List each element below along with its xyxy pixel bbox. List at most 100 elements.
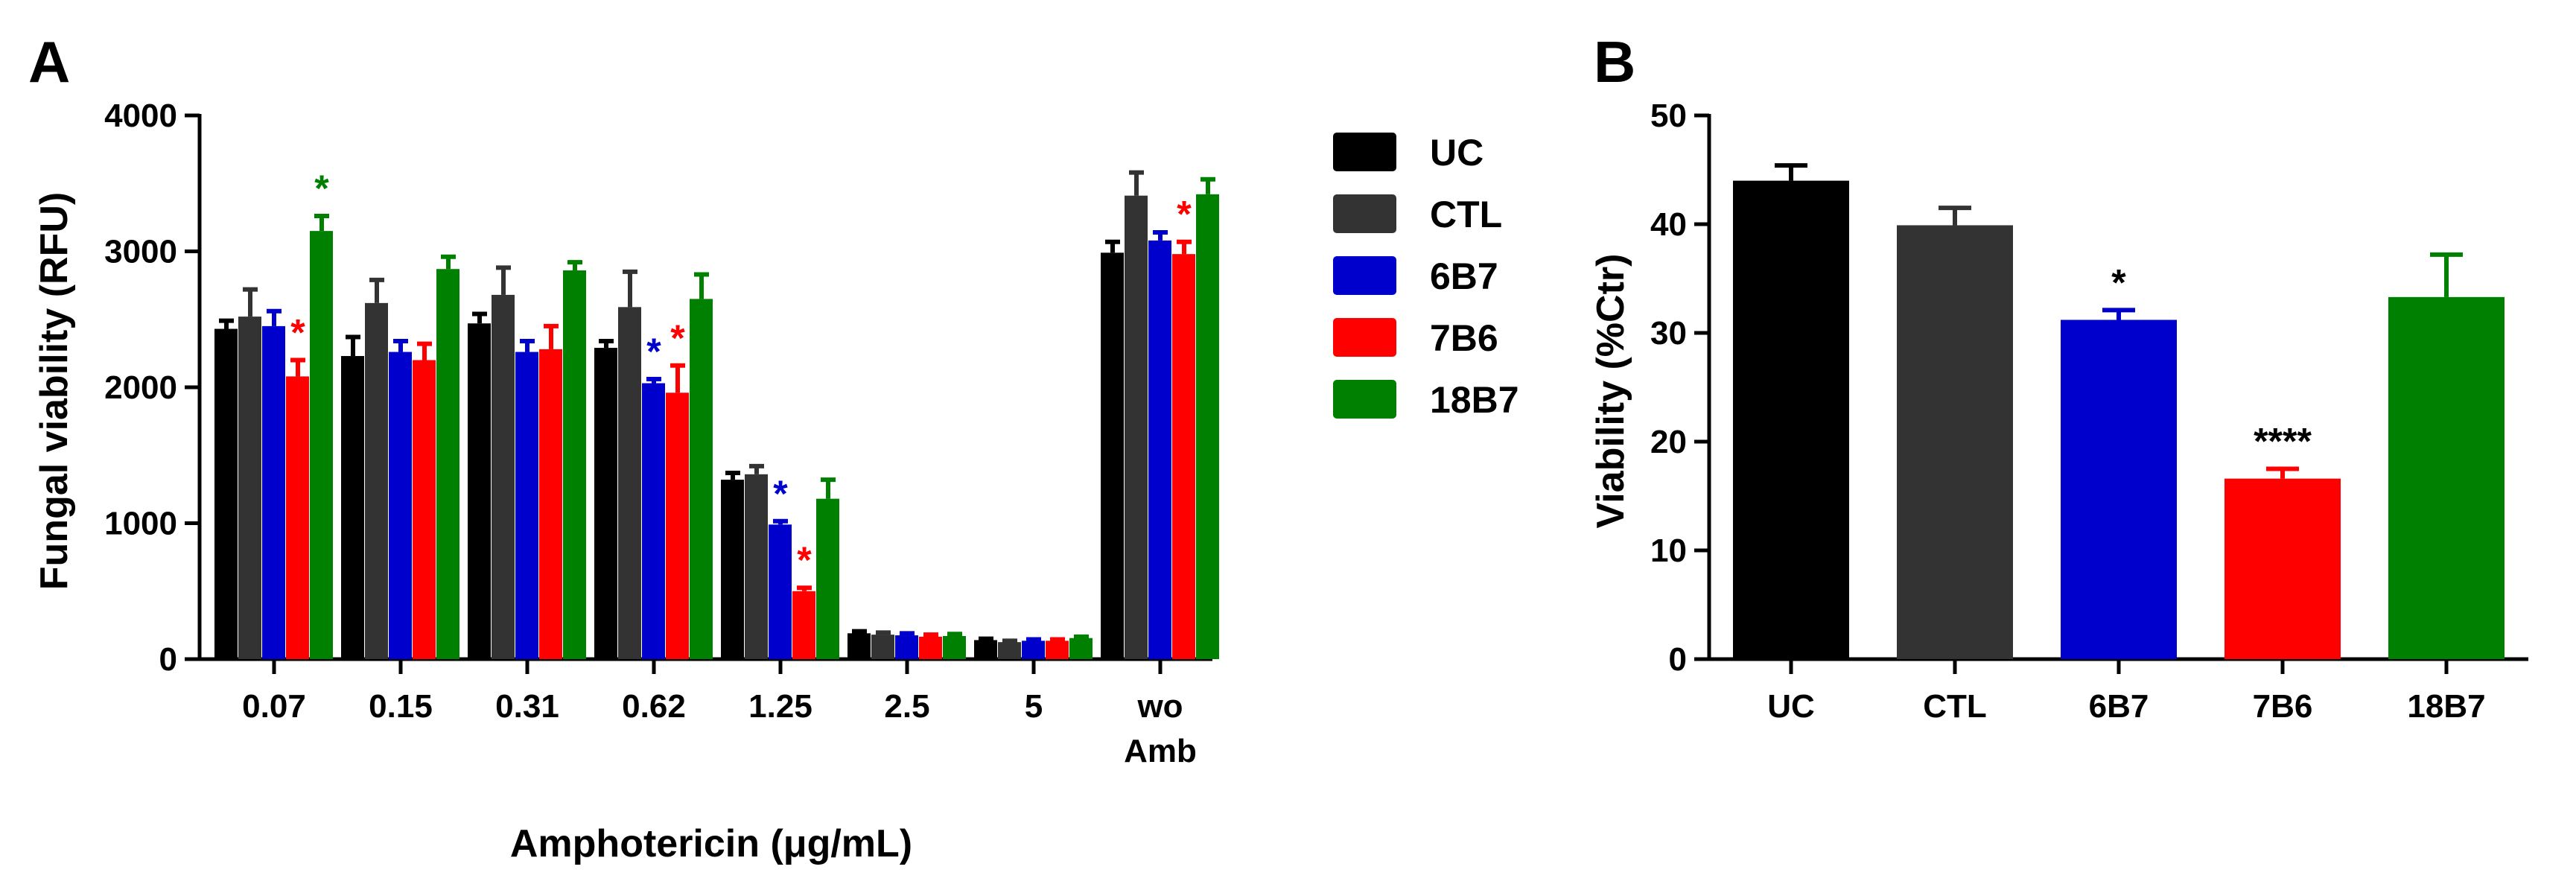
panel-a-bar-7b6-1-25 — [792, 591, 815, 659]
panel-b-bar-7b6 — [2224, 478, 2341, 659]
panel-a-x-tick-label: Amb — [1124, 733, 1197, 769]
panel-a-bar-18b7-5 — [1069, 638, 1093, 659]
panel-a-bar-ctl-0-62 — [618, 307, 641, 659]
legend-label-6b7: 6B7 — [1430, 255, 1498, 297]
panel-b-y-tick-label: 0 — [1669, 641, 1687, 678]
panel-a-bar-uc-0-15 — [341, 356, 364, 659]
panel-a-y-tick-label: 1000 — [104, 506, 177, 542]
panel-a-significance-marker: * — [773, 473, 788, 515]
panel-a-x-tick-label: 2.5 — [884, 688, 929, 725]
panel-a-significance-marker: * — [670, 317, 685, 359]
panel-b-y-tick-label: 10 — [1650, 533, 1687, 569]
legend-label-18b7: 18B7 — [1430, 379, 1519, 421]
panel-b-significance-marker: **** — [2254, 421, 2312, 463]
panel-b-y-tick-label: 20 — [1650, 424, 1687, 460]
panel-a-x-axis-title: Amphotericin (μg/mL) — [510, 822, 912, 865]
panel-a-significance-marker: * — [797, 539, 812, 581]
panel-a-x-tick-label: 0.31 — [495, 688, 559, 725]
panel-a-bar-uc-0-31 — [468, 323, 491, 659]
legend-swatch-18b7 — [1333, 380, 1396, 419]
panel-b-y-tick-label: 50 — [1650, 98, 1687, 134]
panel-a-bar-7b6-0-15 — [413, 360, 436, 659]
panel-a-y-axis-title: Fungal viability (RFU) — [33, 192, 76, 590]
panel-b-bar-uc — [1733, 180, 1849, 660]
panel-a-bar-7b6-5 — [1046, 641, 1069, 659]
legend-label-uc: UC — [1430, 132, 1483, 174]
panel-b-y-tick-label: 40 — [1650, 206, 1687, 243]
legend-label-ctl: CTL — [1430, 194, 1502, 235]
panel-a-significance-marker: * — [646, 331, 661, 372]
panel-a-bar-18b7-wo-amb — [1196, 194, 1219, 660]
panel-a-bar-7b6-0-62 — [666, 392, 689, 659]
panel-a-bar-6b7-0-31 — [515, 352, 538, 659]
panel-a-bar-6b7-0-07 — [262, 325, 285, 659]
panel-b-bar-18b7 — [2388, 296, 2505, 659]
panel-a-significance-marker: * — [314, 168, 329, 209]
panel-a-bar-ctl-1-25 — [745, 474, 768, 659]
panel-b-chart: B Viability (%Ctr) 0 10 20 30 40 50 UC CTL 6B7 7B… — [1589, 29, 2528, 725]
panel-a-bar-uc-0-07 — [214, 328, 238, 659]
panel-a-x-tick-label: wo — [1136, 688, 1183, 725]
panel-a-bar-7b6-2-5 — [919, 636, 942, 659]
panel-b-bar-6b7 — [2061, 320, 2177, 659]
panel-a-bar-18b7-2-5 — [943, 635, 966, 659]
panel-a-x-tick-label: 0.15 — [369, 688, 433, 725]
panel-b-x-tick-label: UC — [1767, 688, 1815, 725]
panel-a-bar-18b7-1-25 — [816, 498, 839, 659]
legend-swatch-ctl — [1333, 194, 1396, 233]
legend-swatch-6b7 — [1333, 256, 1396, 295]
panel-a-bar-ctl-0-15 — [365, 302, 388, 659]
panel-a-bar-6b7-1-25 — [769, 524, 792, 659]
panel-a-bar-7b6-wo-amb — [1172, 254, 1195, 659]
panel-a-bar-6b7-0-62 — [642, 383, 665, 659]
panel-a-bar-18b7-0-62 — [690, 299, 713, 659]
panel-a-bar-18b7-0-31 — [563, 270, 586, 659]
panel-a-y-tick-label: 4000 — [104, 98, 177, 134]
legend-swatch-uc — [1333, 133, 1396, 171]
panel-a-bar-6b7-5 — [1022, 641, 1045, 659]
panel-a-bar-ctl-2-5 — [871, 635, 894, 659]
panel-b-x-tick-label: 7B6 — [2253, 688, 2313, 725]
panel-a-significance-marker: * — [1177, 194, 1192, 235]
panel-a-bar-ctl-wo-amb — [1125, 195, 1148, 659]
panel-a-bar-18b7-0-15 — [436, 269, 459, 660]
panel-b-y-tick-label: 30 — [1650, 315, 1687, 352]
panel-a-letter: A — [28, 29, 70, 95]
panel-a-bar-6b7-0-15 — [389, 352, 412, 659]
panel-a-bar-7b6-0-31 — [539, 349, 562, 659]
panel-b-significance-marker: * — [2111, 261, 2126, 303]
panel-a-chart: A Fungal viability (RFU) Amphotericin (μ… — [28, 29, 1519, 865]
panel-a-bar-7b6-0-07 — [286, 376, 309, 659]
panel-a-legend: UC CTL 6B7 7B6 18B7 — [1333, 132, 1519, 421]
panel-a-bar-ctl-0-31 — [492, 294, 515, 659]
panel-a-bar-uc-wo-amb — [1101, 252, 1124, 659]
panel-a-y-tick-label: 0 — [159, 641, 177, 678]
panel-a-x-tick-label: 1.25 — [748, 688, 812, 725]
panel-a-y-tick-label: 2000 — [104, 369, 177, 406]
panel-a-bar-uc-2-5 — [847, 633, 871, 659]
panel-a-y-tick-label: 3000 — [104, 234, 177, 270]
panel-a-bar-uc-5 — [974, 640, 997, 659]
panel-a-x-tick-label: 0.62 — [622, 688, 686, 725]
panel-b-bar-ctl — [1897, 225, 2013, 660]
panel-b-y-axis-title: Viability (%Ctr) — [1589, 254, 1632, 529]
panel-b-x-tick-label: CTL — [1923, 688, 1987, 725]
panel-b-x-tick-label: 6B7 — [2089, 688, 2149, 725]
legend-swatch-7b6 — [1333, 318, 1396, 357]
panel-a-bar-uc-1-25 — [721, 480, 744, 659]
panel-a-bar-6b7-wo-amb — [1148, 240, 1171, 659]
panel-a-x-tick-label: 5 — [1025, 688, 1043, 725]
legend-label-7b6: 7B6 — [1430, 317, 1498, 359]
panel-b-x-tick-label: 18B7 — [2407, 688, 2485, 725]
panel-a-plot-area: 0 1000 2000 3000 4000 0.07 0.15 0.31 0.62 1.25 2.5… — [104, 98, 1219, 769]
panel-a-significance-marker: * — [290, 312, 305, 354]
panel-a-bar-18b7-0-07 — [310, 231, 333, 659]
panel-a-bar-6b7-2-5 — [895, 635, 918, 659]
panel-a-bar-ctl-5 — [998, 642, 1021, 659]
panel-a-bar-ctl-0-07 — [238, 317, 261, 659]
panel-a-bar-uc-0-62 — [594, 348, 617, 659]
panel-a-x-tick-label: 0.07 — [242, 688, 306, 725]
panel-b-letter: B — [1594, 29, 1635, 95]
